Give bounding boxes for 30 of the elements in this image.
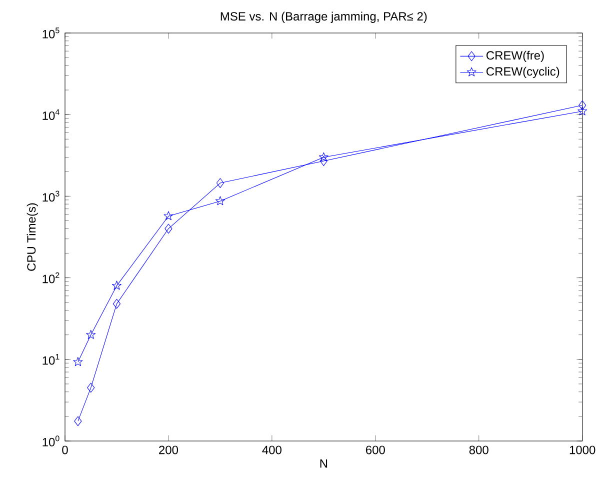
x-tick-label: 1000 bbox=[570, 446, 596, 454]
point bbox=[87, 382, 95, 393]
x-tick-label: 400 bbox=[262, 446, 282, 454]
x-tick-label: 0 bbox=[62, 446, 68, 454]
point bbox=[73, 357, 83, 366]
y-axis-title: CPU Time(s) bbox=[26, 203, 38, 271]
y-tick-label: 10$^{5}$ bbox=[42, 28, 60, 38]
point bbox=[86, 330, 96, 339]
legend-label: CREW(fre) bbox=[486, 50, 544, 62]
y-tick-label: 10$^{1}$ bbox=[42, 354, 60, 365]
x-tick-label: 600 bbox=[366, 446, 385, 454]
x-tick-label: 200 bbox=[159, 446, 178, 454]
point bbox=[318, 152, 328, 162]
point bbox=[215, 196, 225, 206]
y-tick-label: 10$^{3}$ bbox=[42, 190, 60, 202]
point bbox=[216, 178, 224, 188]
x-axis-title: N bbox=[320, 459, 328, 468]
point bbox=[164, 224, 172, 234]
point bbox=[164, 211, 174, 220]
y-tick-label: 10$^{4}$ bbox=[42, 109, 60, 120]
y-tick-label: 10$^{0}$ bbox=[42, 436, 60, 446]
point bbox=[112, 280, 122, 290]
legend-label: CREW(cyclic) bbox=[486, 66, 560, 78]
point bbox=[578, 100, 586, 110]
point bbox=[112, 298, 121, 309]
y-tick-label: 10$^{2}$ bbox=[42, 272, 60, 284]
point bbox=[74, 416, 82, 426]
x-tick-label: 800 bbox=[469, 446, 488, 454]
point bbox=[320, 156, 328, 166]
chart-title: MSE vs. N (Barrage jamming, PAR≤ 2) bbox=[220, 12, 427, 23]
